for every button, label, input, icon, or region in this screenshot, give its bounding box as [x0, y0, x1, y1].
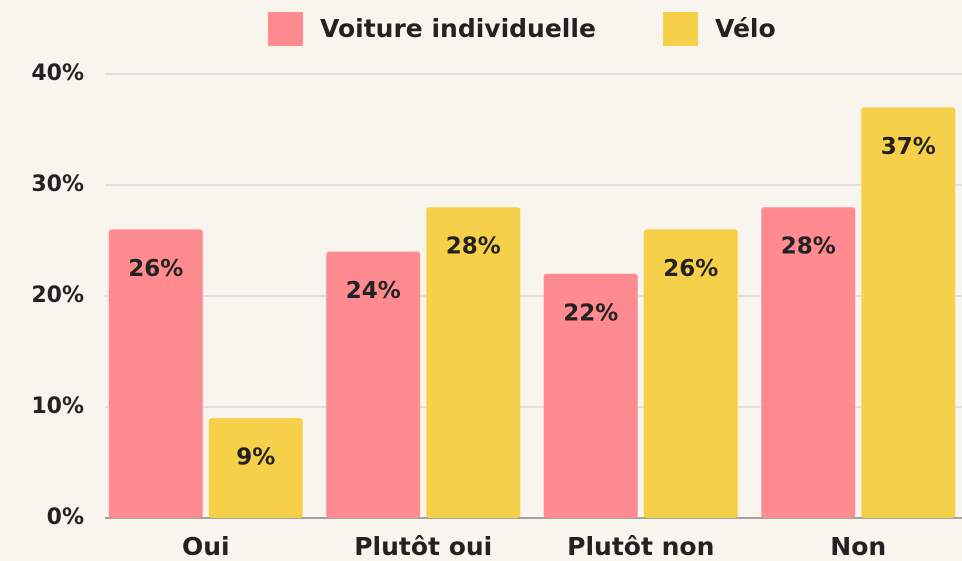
value-label: 28%	[446, 234, 501, 260]
bar	[426, 207, 521, 518]
y-tick-label: 30%	[31, 172, 84, 197]
bar	[326, 251, 421, 518]
value-label: 28%	[781, 234, 836, 260]
x-tick-label: Oui	[182, 532, 230, 561]
legend-swatch	[268, 12, 303, 46]
bar	[208, 418, 303, 518]
bar	[108, 229, 203, 518]
value-label: 26%	[128, 256, 183, 282]
value-label: 37%	[881, 134, 936, 160]
bar	[861, 107, 956, 519]
bar	[643, 229, 738, 518]
value-label: 26%	[663, 256, 718, 282]
value-label: 22%	[563, 300, 618, 326]
value-label: 9%	[236, 445, 275, 471]
bar	[761, 207, 856, 518]
x-tick-label: Non	[830, 532, 886, 561]
x-tick-label: Plutôt oui	[354, 532, 492, 561]
x-tick-label: Plutôt non	[567, 532, 714, 561]
legend-swatch	[663, 12, 698, 46]
y-tick-label: 0%	[47, 505, 84, 530]
y-tick-label: 40%	[31, 61, 84, 86]
legend-label: Voiture individuelle	[320, 14, 596, 43]
bar	[543, 273, 638, 518]
value-label: 24%	[346, 278, 401, 304]
legend-label: Vélo	[715, 14, 776, 43]
y-tick-label: 20%	[31, 283, 84, 308]
y-tick-label: 10%	[31, 394, 84, 419]
